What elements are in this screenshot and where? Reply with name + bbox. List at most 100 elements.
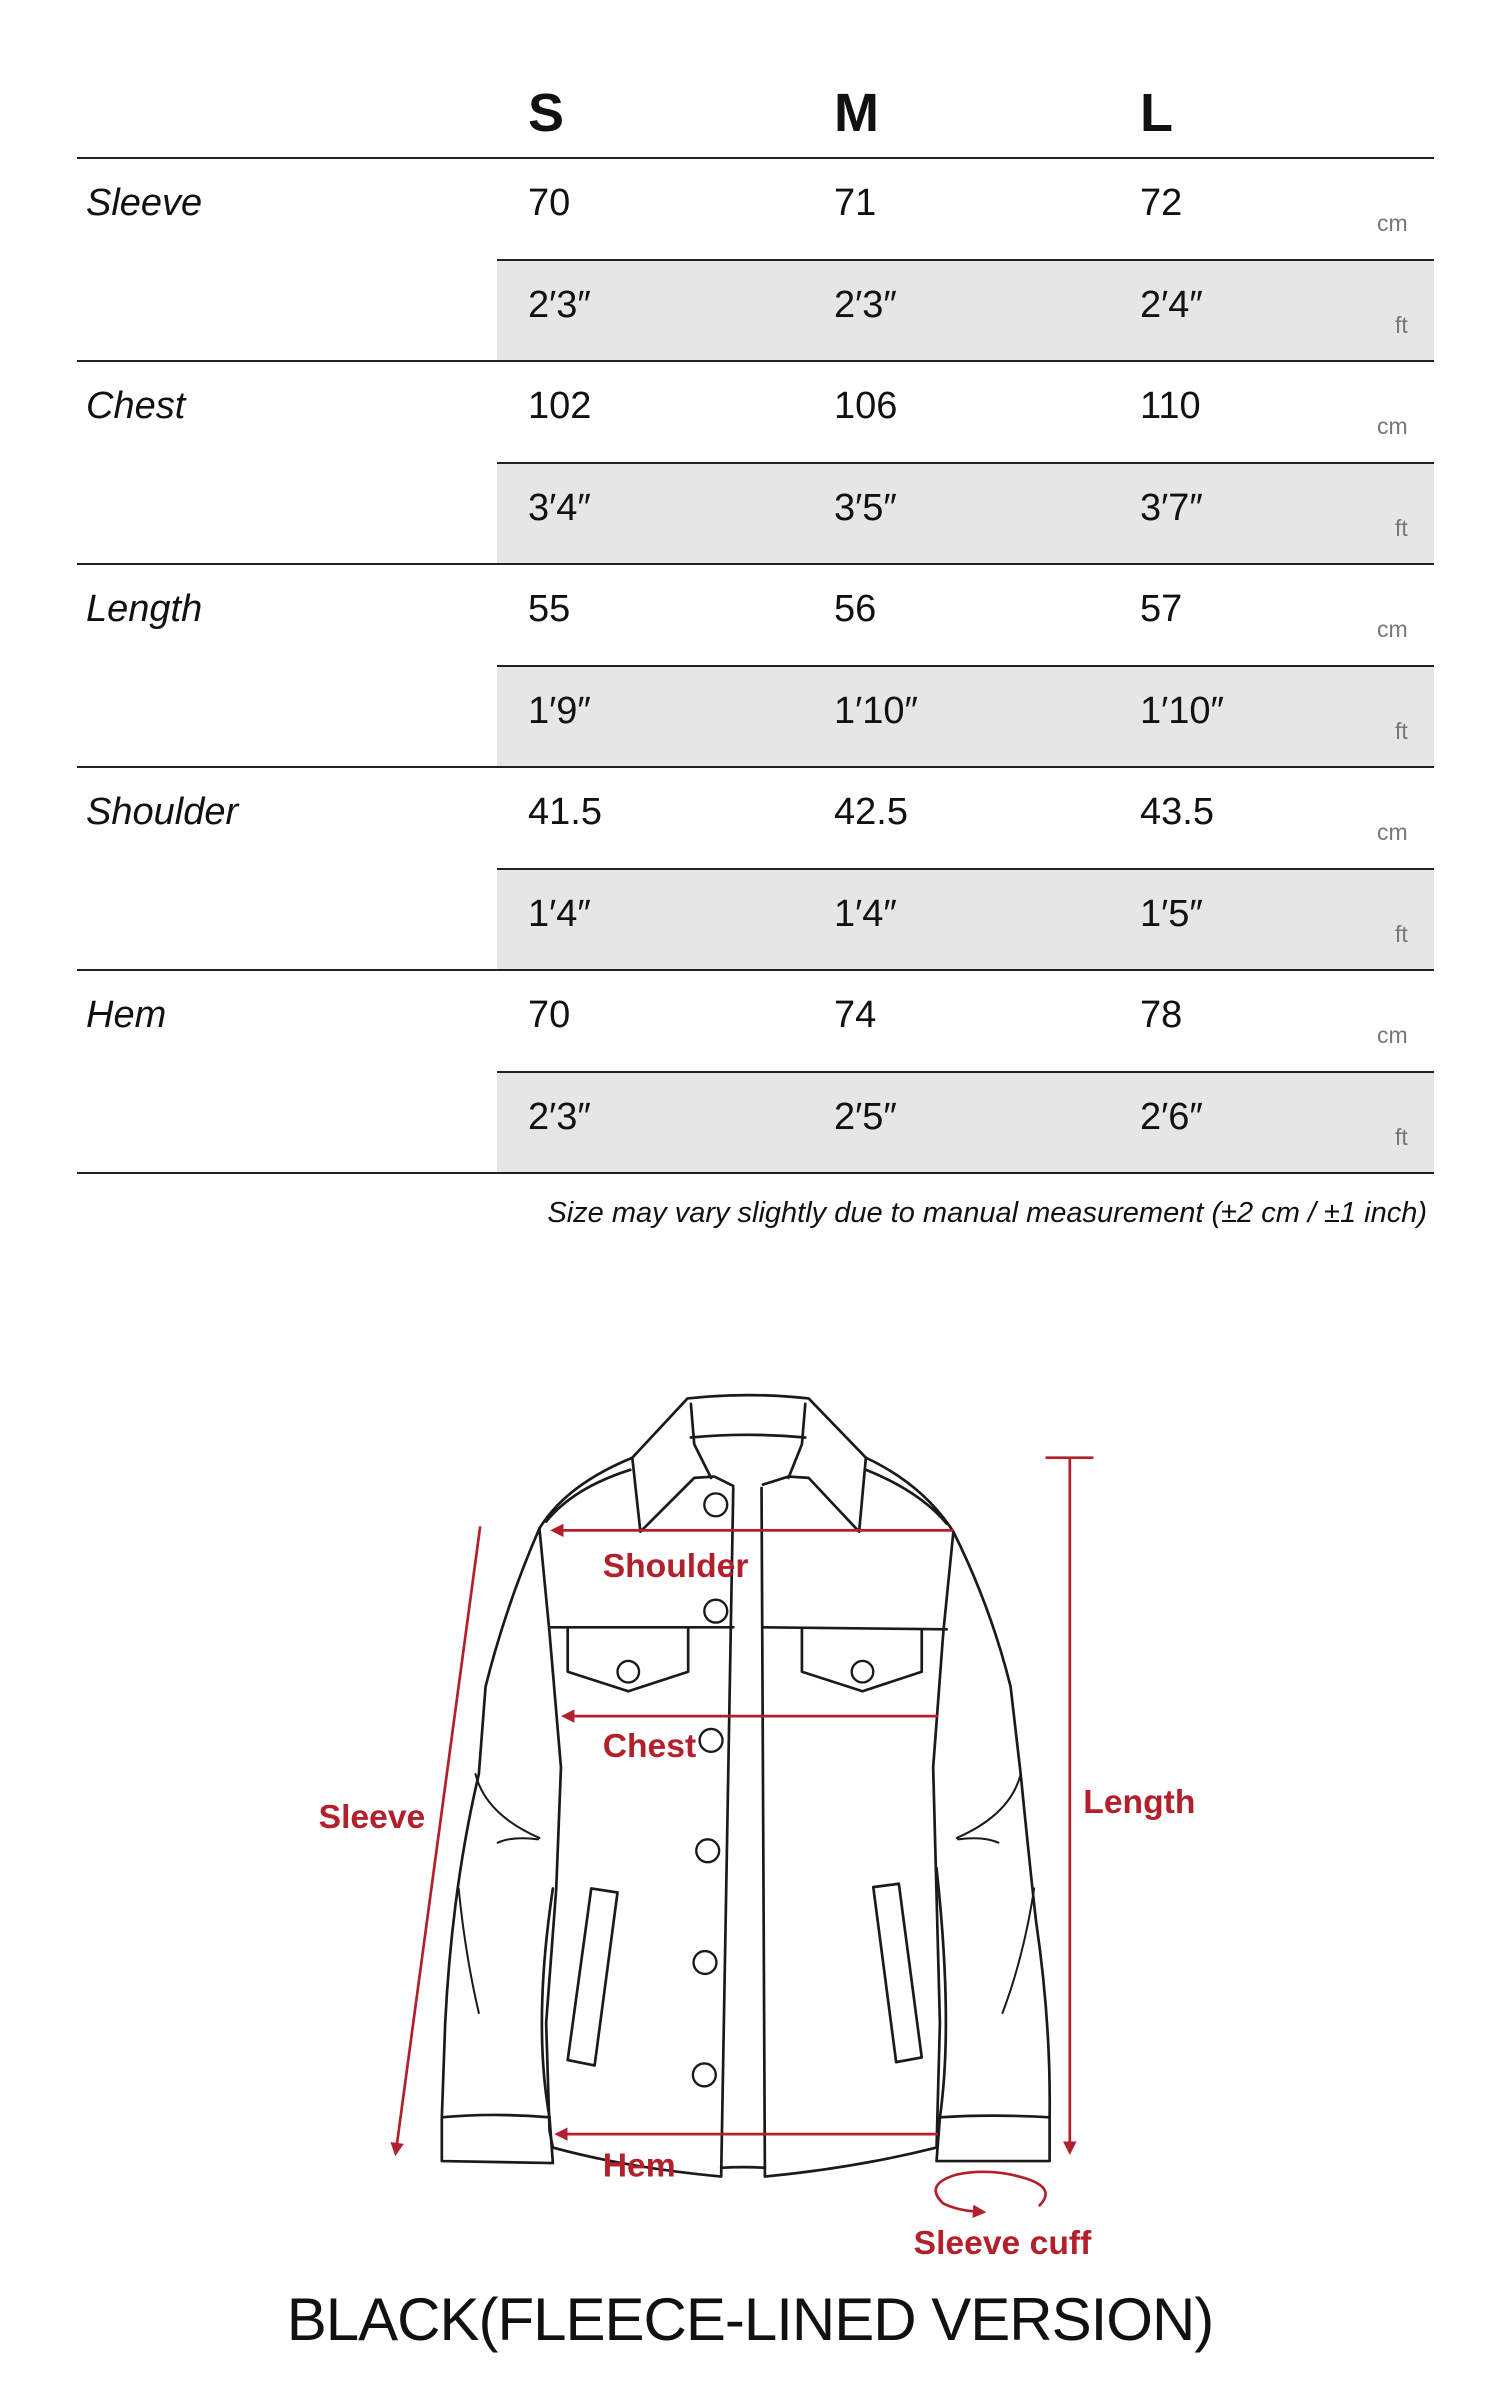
sleeve-label: Sleeve bbox=[319, 1799, 426, 1836]
divider bbox=[497, 1070, 1434, 1073]
unit-cm: cm bbox=[1377, 616, 1408, 642]
measurement-label: Chest bbox=[86, 385, 186, 427]
ft-value: 1′10″ bbox=[1140, 689, 1224, 732]
measurement-label: Length bbox=[86, 588, 203, 630]
divider bbox=[497, 664, 1434, 667]
cm-value: 43.5 bbox=[1140, 791, 1214, 833]
collar-stand bbox=[689, 1402, 807, 1480]
shoulder-label: Shoulder bbox=[603, 1548, 749, 1585]
size-header-1: M bbox=[834, 83, 879, 143]
imperial-row-bg bbox=[497, 1071, 1434, 1173]
cm-value: 55 bbox=[528, 588, 571, 630]
divider bbox=[497, 461, 1434, 464]
size-header-2: L bbox=[1140, 83, 1173, 143]
unit-cm: cm bbox=[1377, 819, 1408, 845]
cm-value: 70 bbox=[528, 182, 571, 224]
unit-ft: ft bbox=[1395, 920, 1408, 947]
collar bbox=[630, 1393, 868, 1534]
cm-value: 41.5 bbox=[528, 791, 602, 833]
length-label: Length bbox=[1083, 1784, 1195, 1821]
chest-pocket-right bbox=[800, 1627, 924, 1693]
measurement-labels: Shoulder Chest Hem Sleeve Length Sleeve … bbox=[319, 1548, 1196, 2262]
cm-value: 110 bbox=[1140, 385, 1201, 427]
button bbox=[692, 1949, 718, 1976]
measurement-label: Hem bbox=[86, 994, 167, 1036]
divider bbox=[77, 1172, 1434, 1174]
divider bbox=[77, 563, 1434, 565]
imperial-row-bg bbox=[497, 462, 1434, 564]
measurement-label: Sleeve bbox=[86, 182, 203, 224]
unit-ft: ft bbox=[1395, 311, 1408, 338]
size-header-0: S bbox=[528, 83, 565, 143]
cm-value: 71 bbox=[834, 182, 877, 224]
unit-ft: ft bbox=[1395, 1123, 1408, 1150]
imperial-row-bg bbox=[497, 665, 1434, 767]
jacket-measurement-diagram: Shoulder Chest Hem Sleeve Length Sleeve … bbox=[319, 1393, 1196, 2262]
ft-value: 1′10″ bbox=[834, 689, 918, 732]
cm-value: 56 bbox=[834, 588, 877, 630]
cm-value: 70 bbox=[528, 994, 571, 1036]
divider bbox=[77, 157, 1434, 159]
measurement-note: Size may vary slightly due to manual mea… bbox=[547, 1197, 1427, 1229]
button bbox=[703, 1598, 729, 1624]
imperial-row-bg bbox=[497, 868, 1434, 970]
hem-label: Hem bbox=[603, 2148, 676, 2185]
chest-pocket-left bbox=[566, 1627, 690, 1693]
divider bbox=[497, 258, 1434, 261]
right-sleeve bbox=[935, 1530, 1052, 2163]
ft-value: 2′5″ bbox=[834, 1095, 897, 1138]
cm-value: 102 bbox=[528, 385, 592, 427]
cm-value: 74 bbox=[834, 994, 877, 1036]
button bbox=[703, 1492, 729, 1518]
ft-value: 3′7″ bbox=[1140, 486, 1203, 529]
ft-value: 3′5″ bbox=[834, 486, 897, 529]
cm-value: 57 bbox=[1140, 588, 1183, 630]
cm-value: 42.5 bbox=[834, 791, 908, 833]
unit-cm: cm bbox=[1377, 1022, 1408, 1048]
ft-value: 1′9″ bbox=[528, 689, 591, 732]
right-body bbox=[760, 1486, 955, 2178]
buttons bbox=[616, 1492, 875, 2088]
left-body bbox=[538, 1486, 735, 2178]
ft-value: 1′4″ bbox=[834, 892, 897, 935]
ft-value: 2′3″ bbox=[528, 283, 591, 326]
left-sleeve bbox=[440, 1527, 555, 2165]
sleeve-cuff-arrow bbox=[934, 2170, 1047, 2219]
jacket-outline bbox=[440, 1393, 1052, 2178]
button bbox=[850, 1659, 875, 1684]
button bbox=[698, 1727, 724, 1754]
ft-value: 1′4″ bbox=[528, 892, 591, 935]
button bbox=[695, 1838, 721, 1864]
measurement-label: Shoulder bbox=[86, 791, 239, 833]
divider bbox=[77, 766, 1434, 768]
ft-value: 3′4″ bbox=[528, 486, 591, 529]
button bbox=[691, 2062, 717, 2088]
ft-value: 2′3″ bbox=[528, 1095, 591, 1138]
unit-ft: ft bbox=[1395, 514, 1408, 541]
yoke bbox=[548, 1625, 948, 1631]
divider bbox=[497, 867, 1434, 870]
sleeve-cuff-label: Sleeve cuff bbox=[914, 2225, 1092, 2262]
chest-label: Chest bbox=[603, 1728, 696, 1765]
divider bbox=[77, 969, 1434, 971]
cuff-seams bbox=[440, 2113, 1051, 2119]
imperial-row-bg bbox=[497, 259, 1434, 361]
ft-value: 2′4″ bbox=[1140, 283, 1203, 326]
product-variant-title: BLACK(FLEECE-LINED VERSION) bbox=[286, 2286, 1215, 2353]
welt-pocket-left bbox=[566, 1887, 619, 2067]
divider bbox=[77, 360, 1434, 362]
welt-pocket-right bbox=[871, 1882, 924, 2064]
unit-cm: cm bbox=[1377, 210, 1408, 236]
cm-value: 78 bbox=[1140, 994, 1183, 1036]
unit-ft: ft bbox=[1395, 717, 1408, 744]
button bbox=[616, 1659, 641, 1684]
ft-value: 1′5″ bbox=[1140, 892, 1203, 935]
cm-value: 72 bbox=[1140, 182, 1183, 224]
ft-value: 2′3″ bbox=[834, 283, 897, 326]
shoulder-seams bbox=[538, 1456, 955, 1534]
measurement-guides bbox=[390, 1456, 1094, 2219]
elbow-creases bbox=[457, 1773, 1036, 2014]
unit-cm: cm bbox=[1377, 413, 1408, 439]
placket bbox=[719, 2165, 767, 2170]
cm-value: 106 bbox=[834, 385, 898, 427]
